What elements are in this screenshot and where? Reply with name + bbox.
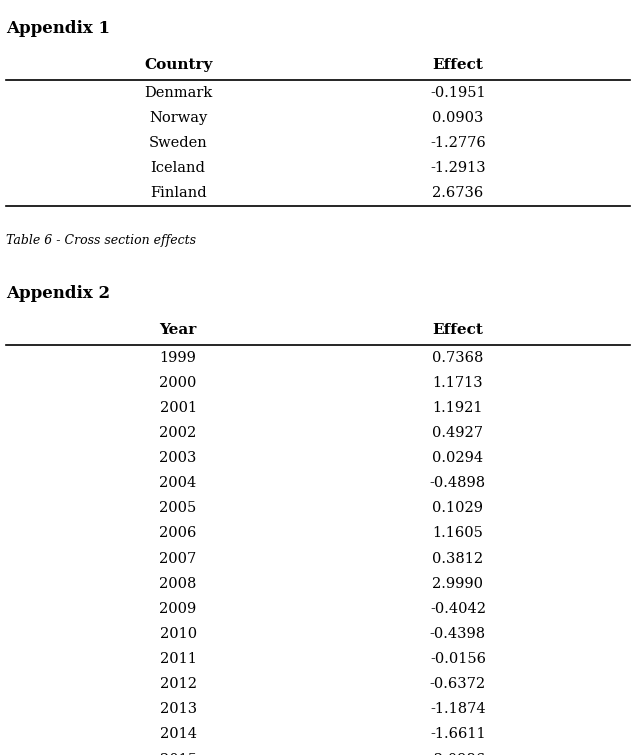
Text: 1.1605: 1.1605 — [432, 526, 483, 541]
Text: 2001: 2001 — [160, 401, 197, 414]
Text: Effect: Effect — [432, 57, 483, 72]
Text: 2009: 2009 — [160, 602, 197, 616]
Text: -0.4042: -0.4042 — [430, 602, 486, 616]
Text: 1999: 1999 — [160, 350, 197, 365]
Text: Effect: Effect — [432, 322, 483, 337]
Text: -0.4398: -0.4398 — [430, 627, 486, 641]
Text: 2.6736: 2.6736 — [432, 186, 483, 200]
Text: Table 6 - Cross section effects: Table 6 - Cross section effects — [6, 234, 197, 248]
Text: 0.4927: 0.4927 — [432, 426, 483, 440]
Text: Norway: Norway — [149, 111, 207, 125]
Text: 2013: 2013 — [160, 702, 197, 716]
Text: -0.1951: -0.1951 — [430, 86, 486, 100]
Text: Appendix 1: Appendix 1 — [6, 20, 111, 38]
Text: -1.6611: -1.6611 — [430, 728, 486, 741]
Text: 2002: 2002 — [160, 426, 197, 440]
Text: Finland: Finland — [149, 186, 207, 200]
Text: 2006: 2006 — [160, 526, 197, 541]
Text: Country: Country — [144, 57, 212, 72]
Text: 2012: 2012 — [160, 677, 197, 692]
Text: 2011: 2011 — [160, 652, 197, 666]
Text: 0.7368: 0.7368 — [432, 350, 483, 365]
Text: 2015: 2015 — [160, 753, 197, 755]
Text: -0.0156: -0.0156 — [430, 652, 486, 666]
Text: 0.3812: 0.3812 — [432, 552, 483, 565]
Text: 1.1921: 1.1921 — [432, 401, 483, 414]
Text: Appendix 2: Appendix 2 — [6, 285, 111, 302]
Text: -1.2913: -1.2913 — [430, 161, 486, 175]
Text: 2010: 2010 — [160, 627, 197, 641]
Text: 2.9990: 2.9990 — [432, 577, 483, 590]
Text: 1.1713: 1.1713 — [432, 376, 483, 390]
Text: Iceland: Iceland — [151, 161, 205, 175]
Text: 2014: 2014 — [160, 728, 197, 741]
Text: Year: Year — [160, 322, 197, 337]
Text: 0.1029: 0.1029 — [432, 501, 483, 516]
Text: Sweden: Sweden — [149, 136, 207, 150]
Text: 2000: 2000 — [160, 376, 197, 390]
Text: 2004: 2004 — [160, 476, 197, 490]
Text: -1.2776: -1.2776 — [430, 136, 486, 150]
Text: -0.4898: -0.4898 — [430, 476, 486, 490]
Text: -1.1874: -1.1874 — [430, 702, 486, 716]
Text: -0.6372: -0.6372 — [430, 677, 486, 692]
Text: 2007: 2007 — [160, 552, 197, 565]
Text: -2.0986: -2.0986 — [430, 753, 486, 755]
Text: 0.0903: 0.0903 — [432, 111, 483, 125]
Text: 2008: 2008 — [160, 577, 197, 590]
Text: 2003: 2003 — [160, 451, 197, 465]
Text: Denmark: Denmark — [144, 86, 212, 100]
Text: 0.0294: 0.0294 — [432, 451, 483, 465]
Text: 2005: 2005 — [160, 501, 197, 516]
